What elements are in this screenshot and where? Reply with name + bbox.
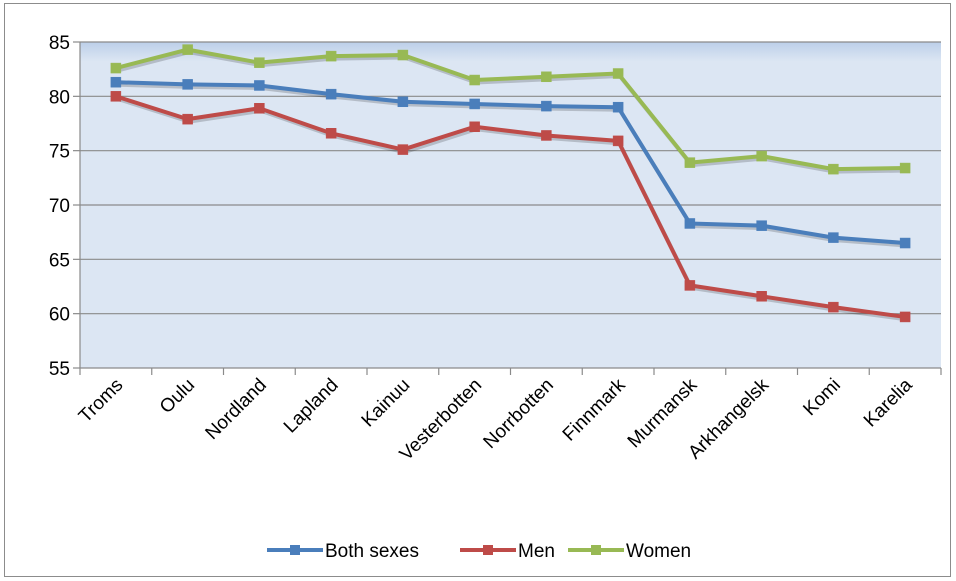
x-tick-label: Karelia bbox=[860, 374, 917, 431]
legend-marker-women bbox=[591, 545, 601, 555]
legend-label-women: Women bbox=[626, 541, 691, 562]
series-shadow-men bbox=[116, 96, 907, 322]
x-tick-label: Lapland bbox=[280, 375, 343, 438]
y-tick-label: 70 bbox=[49, 196, 70, 217]
series-line-women bbox=[115, 47, 906, 172]
y-tick-label: 85 bbox=[49, 33, 70, 54]
legend-label-men: Men bbox=[518, 541, 555, 562]
legend-label-both-sexes: Both sexes bbox=[325, 541, 419, 562]
data-point-men bbox=[899, 311, 911, 323]
x-tick-label: Komi bbox=[799, 375, 844, 420]
data-point-both-sexes bbox=[684, 218, 696, 229]
data-point-women bbox=[899, 162, 911, 174]
data-point-men bbox=[397, 144, 409, 155]
data-point-women bbox=[325, 50, 337, 62]
data-point-both-sexes bbox=[541, 100, 552, 112]
series-shadow-both-sexes bbox=[117, 82, 907, 248]
chart-frame: 55 60 65 70 75 80 85 Troms Oulu Nordland Lapland Ka… bbox=[4, 3, 951, 577]
data-point-both-sexes bbox=[612, 101, 624, 113]
series-line-both-sexes bbox=[115, 80, 906, 246]
data-point-both-sexes bbox=[828, 232, 839, 243]
data-point-men bbox=[110, 91, 122, 102]
data-point-women bbox=[469, 74, 480, 86]
y-tick-label: 65 bbox=[49, 250, 70, 271]
x-tick-label: Finnmark bbox=[559, 374, 630, 445]
line-chart: 55 60 65 70 75 80 85 Troms Oulu Nordland Lapland Ka… bbox=[49, 33, 942, 562]
data-point-women bbox=[541, 71, 552, 83]
data-point-men bbox=[254, 103, 265, 114]
x-tick-label: Nordland bbox=[202, 375, 271, 444]
data-point-men bbox=[612, 135, 624, 147]
data-point-both-sexes bbox=[254, 80, 265, 91]
legend-marker-men bbox=[483, 545, 493, 555]
x-tick-label: Oulu bbox=[156, 375, 199, 418]
data-point-women bbox=[110, 62, 122, 74]
data-point-women bbox=[397, 49, 409, 61]
data-point-men bbox=[684, 280, 696, 291]
data-point-men bbox=[756, 291, 767, 302]
legend-marker-both-sexes bbox=[290, 545, 300, 555]
data-point-both-sexes bbox=[110, 76, 122, 88]
data-point-women bbox=[612, 68, 624, 79]
x-tick-label: Kainuu bbox=[358, 375, 415, 432]
data-point-men bbox=[469, 121, 480, 133]
data-point-women bbox=[828, 163, 839, 175]
data-point-men bbox=[541, 130, 552, 141]
data-point-men bbox=[325, 128, 337, 139]
data-point-both-sexes bbox=[469, 98, 480, 110]
data-point-women bbox=[254, 57, 265, 68]
y-tick-label: 55 bbox=[49, 359, 70, 380]
data-point-women bbox=[756, 150, 767, 162]
data-point-both-sexes bbox=[756, 220, 767, 231]
data-point-women bbox=[182, 44, 193, 55]
data-point-men bbox=[182, 113, 193, 125]
data-point-both-sexes bbox=[325, 88, 337, 100]
x-tick-label: Murmansk bbox=[624, 374, 702, 452]
data-point-both-sexes bbox=[182, 79, 193, 90]
x-tick-label: Troms bbox=[75, 375, 127, 427]
data-point-both-sexes bbox=[899, 237, 911, 249]
x-tick-label: Norrbotten bbox=[480, 375, 558, 453]
y-tick-label: 75 bbox=[49, 142, 70, 163]
data-point-men bbox=[828, 301, 839, 313]
data-point-both-sexes bbox=[397, 96, 409, 108]
series-line-men bbox=[115, 94, 906, 319]
y-tick-label: 80 bbox=[49, 87, 70, 108]
series-shadow-women bbox=[116, 50, 907, 174]
data-point-women bbox=[684, 157, 696, 168]
y-tick-label: 60 bbox=[49, 305, 70, 326]
